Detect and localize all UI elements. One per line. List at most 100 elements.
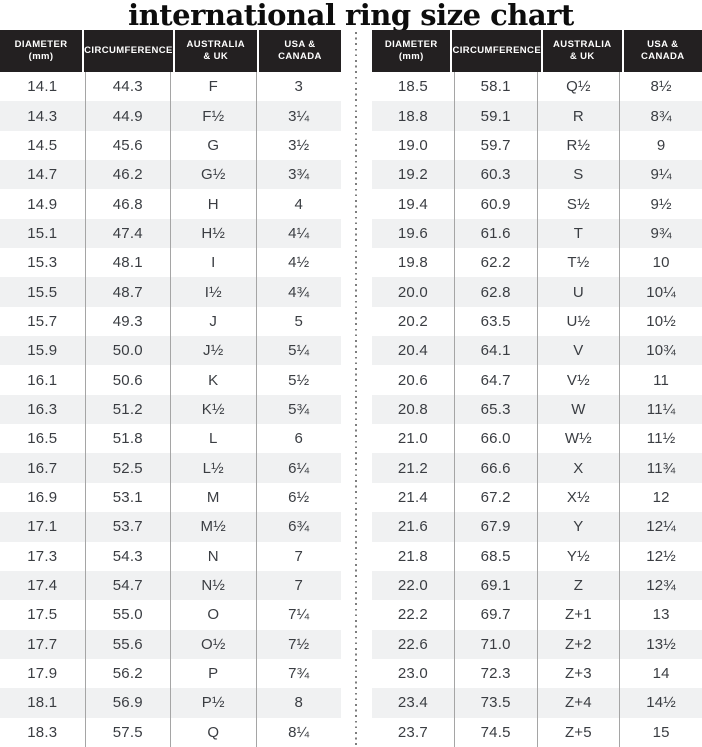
table-cell: N (171, 541, 257, 571)
table-cell: 5 (294, 312, 304, 330)
table-row: 17.1 53.7 M½ 6¾ (0, 512, 341, 542)
table-cell: 7¼ (288, 606, 310, 624)
table-cell: 20.2 (372, 306, 455, 337)
table-row: 20.6 64.7 V½ 11 (372, 365, 702, 395)
table-cell: 18.1 (0, 688, 86, 718)
table-cell: 60.3 (455, 160, 538, 190)
table-gap (341, 30, 372, 747)
table-cell: 17.4 (0, 570, 86, 601)
table-row: 22.2 69.7 Z+1 13 (372, 600, 702, 630)
ring-size-table-left: DIAMETER (mm) CIRCUMFERENCE AUSTRALIA & … (0, 30, 342, 747)
table-cell: 56.2 (86, 658, 171, 689)
table-cell: 15.9 (0, 336, 86, 366)
table-cell: 48.1 (86, 248, 171, 278)
table-cell: 23.0 (372, 658, 455, 689)
table-cell: 22.2 (372, 600, 455, 630)
table-cell: 4¾ (288, 283, 310, 301)
table-cell: 54.3 (86, 541, 171, 571)
table-cell: 19.8 (372, 248, 455, 278)
table-row: 16.9 53.1 M 6½ (0, 482, 341, 513)
ring-size-tables: DIAMETER (mm) CIRCUMFERENCE AUSTRALIA & … (0, 30, 702, 747)
table-row: 21.8 68.5 Y½ 12½ (372, 541, 702, 571)
table-cell: 51.2 (86, 394, 171, 425)
table-cell: 10¾ (646, 342, 677, 360)
table-cell: 18.8 (372, 101, 455, 131)
table-cell: U (538, 277, 621, 307)
table-cell: 11¾ (646, 459, 676, 477)
table-cell: 14.7 (0, 160, 86, 190)
table-body: 18.5 58.1 Q½ 8½ 18.8 59.1 R 8¾ 19.0 59.7 R½ 9 19.2 60… (372, 72, 702, 747)
table-cell: Z+4 (538, 688, 621, 718)
table-cell: 8¾ (650, 107, 672, 125)
table-row: 19.6 61.6 T 9¾ (372, 218, 702, 249)
table-cell: X (538, 453, 621, 483)
table-cell: 6¼ (288, 459, 310, 477)
table-cell: Z+5 (538, 717, 621, 747)
table-row: 20.8 65.3 W 11¼ (372, 394, 702, 425)
table-cell: 59.7 (455, 130, 538, 161)
table-cell: N½ (171, 570, 257, 601)
table-cell: 14.1 (0, 72, 86, 102)
table-cell: 74.5 (455, 717, 538, 747)
table-cell: 8 (294, 694, 304, 712)
table-cell: 47.4 (86, 218, 171, 249)
table-row: 17.4 54.7 N½ 7 (0, 570, 341, 601)
table-cell: 17.3 (0, 541, 86, 571)
table-cell: 15.3 (0, 248, 86, 278)
table-cell: 17.5 (0, 600, 86, 630)
table-cell: 21.2 (372, 453, 455, 483)
table-cell: M½ (171, 512, 257, 542)
table-row: 20.2 63.5 U½ 10½ (372, 306, 702, 337)
table-cell: J½ (171, 336, 257, 366)
column-header-circumference: CIRCUMFERENCE (84, 30, 175, 72)
table-header-row: DIAMETER (mm) CIRCUMFERENCE AUSTRALIA & … (372, 30, 702, 72)
table-cell: I (171, 248, 257, 278)
column-header-australia-uk: AUSTRALIA & UK (543, 30, 624, 72)
table-cell: 9¾ (650, 224, 672, 242)
table-cell: 7¾ (288, 665, 310, 683)
table-cell: 44.9 (86, 101, 171, 131)
table-row: 17.7 55.6 O½ 7½ (0, 629, 341, 659)
table-cell: 23.7 (372, 717, 455, 747)
column-header-circumference: CIRCUMFERENCE (452, 30, 544, 72)
table-cell: 22.6 (372, 629, 455, 659)
table-cell: L (171, 424, 257, 454)
table-cell: 12¼ (646, 518, 677, 536)
table-cell: 12¾ (646, 577, 677, 595)
table-cell: 53.7 (86, 512, 171, 542)
table-cell: U½ (538, 306, 621, 337)
table-row: 17.9 56.2 P 7¾ (0, 658, 341, 689)
table-cell: 57.5 (86, 717, 171, 747)
table-cell: 72.3 (455, 658, 538, 689)
table-cell: 50.6 (86, 365, 171, 395)
table-row: 18.5 58.1 Q½ 8½ (372, 72, 702, 102)
table-cell: 10½ (646, 312, 677, 330)
table-cell: T (538, 218, 621, 249)
table-header-row: DIAMETER (mm) CIRCUMFERENCE AUSTRALIA & … (0, 30, 342, 72)
table-cell: 14½ (646, 694, 677, 712)
table-cell: 62.8 (455, 277, 538, 307)
table-row: 20.0 62.8 U 10¼ (372, 277, 702, 307)
table-row: 16.5 51.8 L 6 (0, 424, 341, 454)
table-cell: 13½ (646, 635, 677, 653)
table-cell: V (538, 336, 621, 366)
table-cell: 3 (294, 78, 304, 96)
table-row: 17.5 55.0 O 7¼ (0, 600, 341, 630)
table-cell: 7½ (288, 635, 310, 653)
table-cell: 67.9 (455, 512, 538, 542)
table-cell: 64.1 (455, 336, 538, 366)
table-cell: F (171, 72, 257, 102)
table-cell: 55.0 (86, 600, 171, 630)
table-cell: 58.1 (455, 72, 538, 102)
table-cell: 62.2 (455, 248, 538, 278)
column-header-australia-uk: AUSTRALIA & UK (174, 30, 259, 72)
table-cell: Y½ (538, 541, 621, 571)
table-row: 15.5 48.7 I½ 4¾ (0, 277, 341, 307)
table-cell: 55.6 (86, 629, 171, 659)
table-cell: 21.4 (372, 482, 455, 513)
table-row: 15.1 47.4 H½ 4¼ (0, 218, 341, 249)
table-cell: 5½ (288, 371, 310, 389)
table-cell: 59.1 (455, 101, 538, 131)
table-row: 23.7 74.5 Z+5 15 (372, 717, 702, 747)
table-cell: 15.1 (0, 218, 86, 249)
